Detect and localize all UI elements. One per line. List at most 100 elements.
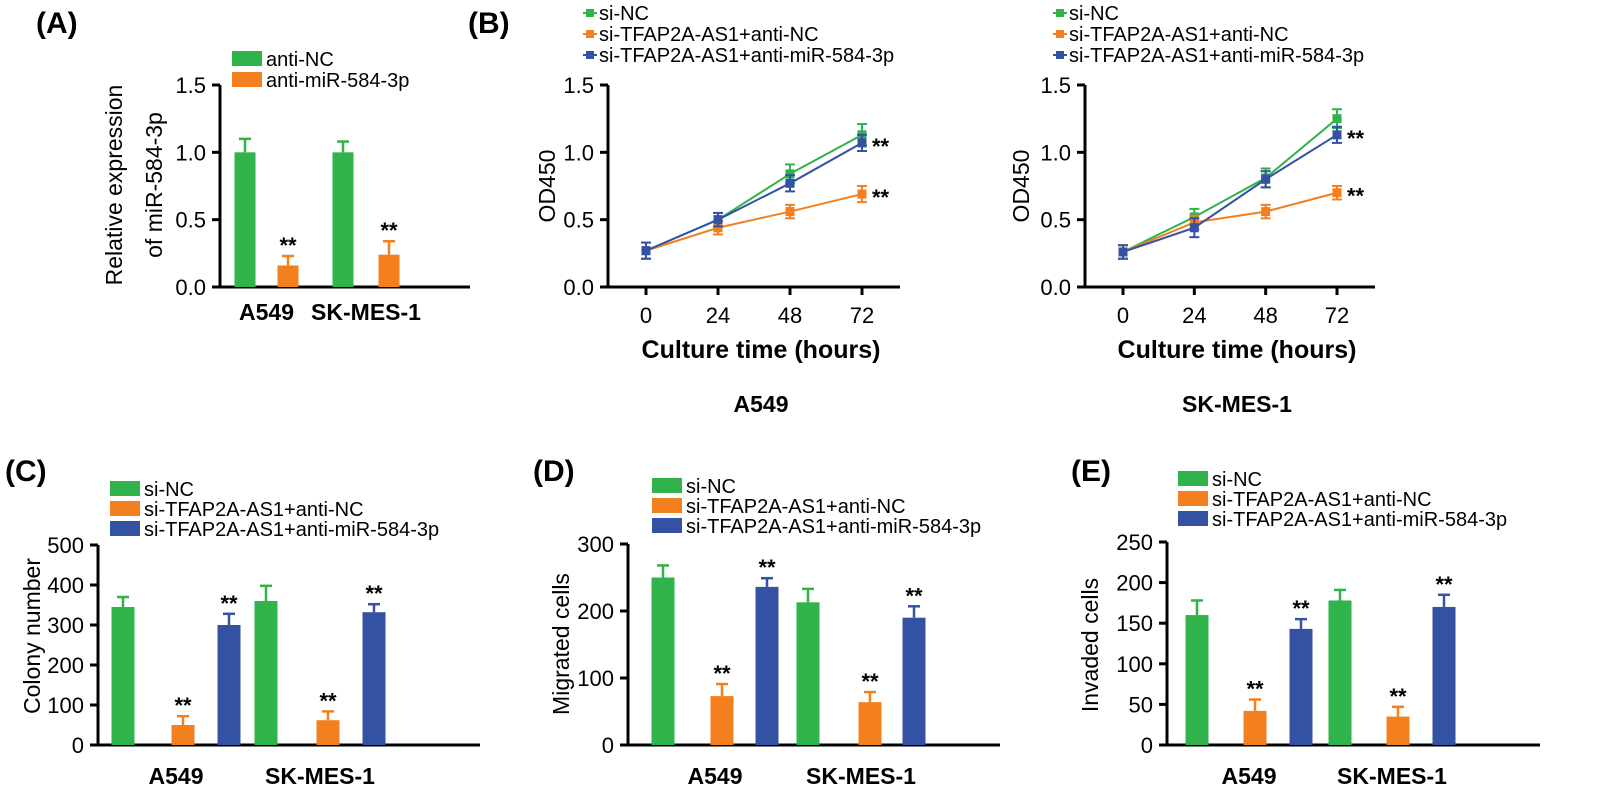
panel-a-significance-mark: **: [380, 218, 398, 243]
panel-b2-legend-label: si-TFAP2A-AS1+anti-NC: [1069, 24, 1289, 46]
panel-c-y-tick-label: 500: [47, 533, 84, 558]
panel-b1-x-tick-label: 72: [850, 303, 874, 328]
panel-b2-y-tick-label: 0.5: [1040, 208, 1071, 233]
panel-b1-data-point: [713, 223, 723, 233]
panel-b1-y-axis-label: OD450: [534, 150, 560, 223]
panel-d-significance-mark: **: [905, 583, 923, 608]
panel-c-bar: [316, 720, 340, 745]
panel-b1-series-line: [645, 142, 863, 252]
panel-b2-y-tick-label: 1.5: [1040, 73, 1071, 98]
panel-d-y-tick-label: 300: [577, 532, 614, 557]
panel-e-category-label: A549: [1222, 763, 1277, 789]
panel-b1-data-point: [785, 178, 795, 188]
panel-e-y-tick-label: 150: [1116, 611, 1153, 636]
panel-d-y-tick-label: 200: [577, 599, 614, 624]
panel-b1-y-tick-label: 1.5: [563, 73, 594, 98]
panel-c-category-label: SK-MES-1: [265, 763, 375, 789]
panel-d-bar: [710, 696, 734, 745]
panel-b1-legend-marker: [586, 9, 594, 17]
panel-e-bar: [1243, 710, 1267, 745]
panel-b1-legend-label: si-TFAP2A-AS1+anti-miR-584-3p: [599, 45, 894, 67]
panel-a-legend-swatch: [232, 72, 262, 87]
panel-e-significance-mark: **: [1389, 684, 1407, 709]
panel-d-legend-swatch: [652, 498, 682, 513]
panel-a-legend-label: anti-NC: [266, 49, 334, 71]
panel-e-y-tick-label: 200: [1116, 571, 1153, 596]
panel-b1-x-axis-label: Culture time (hours): [642, 336, 881, 364]
panel-b2-legend-marker: [1056, 30, 1064, 38]
panel-a-y-tick-label: 1.0: [175, 140, 206, 165]
panel-d-bar: [755, 586, 779, 745]
panel-a-y-tick-label: 0.0: [175, 275, 206, 300]
panel-c-y-tick-label: 0: [72, 733, 84, 758]
panel-c-bar: [254, 601, 278, 745]
panel-b2-data-point: [1332, 114, 1342, 124]
panel-e-panel-label: (E): [1071, 455, 1111, 488]
panel-a-category-label: SK-MES-1: [311, 299, 421, 325]
panel-c-significance-mark: **: [220, 591, 238, 616]
panel-a-legend-swatch: [232, 51, 262, 66]
panel-e-legend-swatch: [1178, 471, 1208, 486]
panel-c-y-tick-label: 400: [47, 573, 84, 598]
panel-b1-data-point: [785, 169, 795, 179]
panel-e-bar: [1386, 716, 1410, 745]
panel-b2-series-line: [1122, 117, 1338, 253]
panel-d-legend-label: si-NC: [686, 476, 736, 498]
panel-b1-significance-mark: **: [872, 134, 890, 159]
panel-e-category-label: SK-MES-1: [1337, 763, 1447, 789]
panel-d-bar: [651, 577, 675, 745]
panel-e-legend-label: si-TFAP2A-AS1+anti-NC: [1212, 489, 1432, 511]
panel-b2-series-line: [1122, 191, 1338, 253]
panel-d-significance-mark: **: [713, 661, 731, 686]
panel-b2-legend-marker: [1056, 51, 1064, 59]
panel-e-y-axis-label: Invaded cells: [1077, 578, 1103, 712]
panel-b2-subtitle: SK-MES-1: [1182, 391, 1292, 417]
panel-d-legend-swatch: [652, 478, 682, 493]
panel-c-bar: [362, 612, 386, 745]
panel-b2-legend-label: si-NC: [1069, 3, 1119, 25]
panel-c-significance-mark: **: [174, 693, 192, 718]
panel-d-panel-label: (D): [533, 455, 575, 488]
panel-c-bar: [111, 607, 135, 745]
panel-b2-data-point: [1118, 247, 1128, 257]
panel-b2-data-point: [1189, 223, 1199, 233]
panel-d-category-label: A549: [688, 763, 743, 789]
panel-e-y-tick-label: 0: [1141, 733, 1153, 758]
panel-c-y-tick-label: 300: [47, 613, 84, 638]
panel-b1-y-tick-label: 1.0: [563, 140, 594, 165]
panel-b1-series-line: [645, 193, 863, 252]
panel-d-bar: [902, 617, 926, 745]
panel-d-significance-mark: **: [861, 669, 879, 694]
panel-a-bar: [277, 265, 299, 287]
panel-a-panel-label: (A): [36, 7, 78, 40]
panel-c-legend-label: si-TFAP2A-AS1+anti-NC: [144, 499, 364, 521]
panel-c-category-label: A549: [149, 763, 204, 789]
panel-c-y-tick-label: 100: [47, 693, 84, 718]
panel-e-significance-mark: **: [1246, 677, 1264, 702]
panel-c-legend-swatch: [110, 521, 140, 536]
panel-e-legend-swatch: [1178, 491, 1208, 506]
panel-a-y-tick-label: 1.5: [175, 73, 206, 98]
panel-b2-x-axis-label: Culture time (hours): [1118, 336, 1357, 364]
panel-e-significance-mark: **: [1292, 596, 1310, 621]
panel-d-bar: [858, 702, 882, 745]
panel-d-legend-swatch: [652, 518, 682, 533]
panel-c-bar: [171, 725, 195, 745]
panel-a-y-tick-label: 0.5: [175, 208, 206, 233]
panel-c-legend-label: si-TFAP2A-AS1+anti-miR-584-3p: [144, 519, 439, 541]
panel-d-y-tick-label: 0: [602, 733, 614, 758]
panel-b1-data-point: [785, 207, 795, 217]
panel-b1-y-tick-label: 0.5: [563, 208, 594, 233]
panel-b1-legend-label: si-TFAP2A-AS1+anti-NC: [599, 24, 819, 46]
panel-b2-data-point: [1261, 207, 1271, 217]
panel-e-legend-label: si-TFAP2A-AS1+anti-miR-584-3p: [1212, 509, 1507, 531]
panel-e-bar: [1289, 628, 1313, 745]
panel-b2-x-tick-label: 0: [1117, 303, 1129, 328]
panel-b2-legend-label: si-TFAP2A-AS1+anti-miR-584-3p: [1069, 45, 1364, 67]
panel-b2-series-line: [1122, 133, 1338, 253]
panel-b2-data-point: [1332, 188, 1342, 198]
panel-a-bar: [332, 152, 354, 287]
panel-b1-x-tick-label: 24: [706, 303, 730, 328]
panel-b1-x-tick-label: 0: [640, 303, 652, 328]
panel-a-category-label: A549: [239, 299, 294, 325]
